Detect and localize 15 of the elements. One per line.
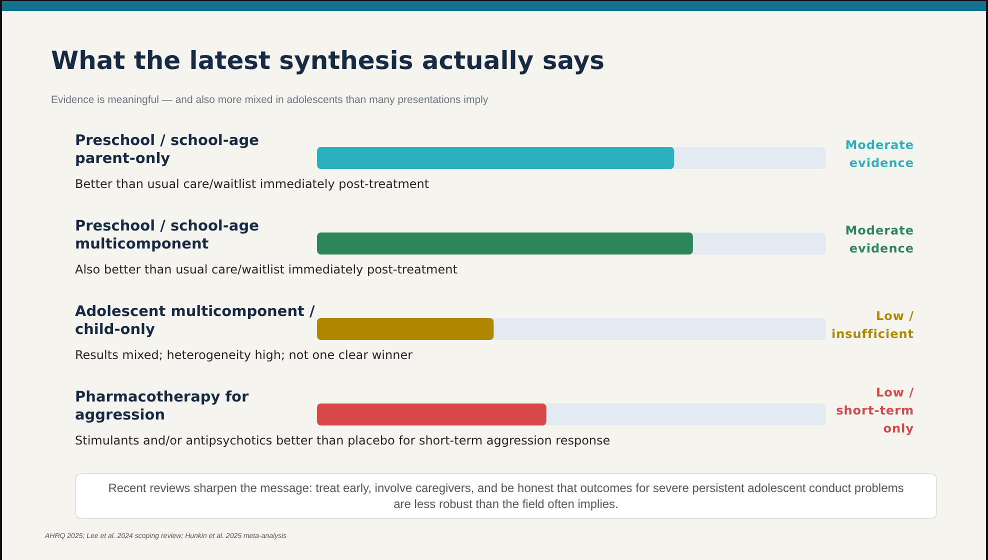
text: Moderate evidence: [845, 138, 914, 170]
y-tick-label: Adolescent multicomponent / child-only: [75, 304, 316, 338]
annotation: Stimulants and/or antipsychotics better than placebo for short-term aggression response: [75, 433, 610, 448]
y-tick-label: Preschool / school-age parent-only: [75, 132, 260, 167]
chart-subtitle: Evidence is meaningful — and also more mixed in adolescents than many presentations imply: [51, 94, 488, 106]
text: Recent reviews sharpen the message: treat early, involve caregivers, and be honest that outcomes for severe persistent adolescent conduct problems are less robust than the field often implies.: [75, 473, 937, 519]
y-tick-label: Pharmacotherapy for aggression: [75, 389, 250, 424]
annotation: Better than usual care/waitlist immediately post-treatment: [75, 176, 430, 191]
chart-title: What the latest synthesis actually says: [51, 46, 605, 75]
annotation: Also better than usual care/waitlist immediately post-treatment: [75, 262, 458, 276]
text: Moderate evidence: [845, 224, 914, 256]
y-tick-label: Preschool / school-age multicomponent: [75, 218, 260, 252]
text: Low / short-term only: [836, 386, 914, 436]
text: Low / insufficient: [831, 309, 914, 341]
annotation: Results mixed; heterogeneity high; not one clear winner: [75, 348, 413, 362]
